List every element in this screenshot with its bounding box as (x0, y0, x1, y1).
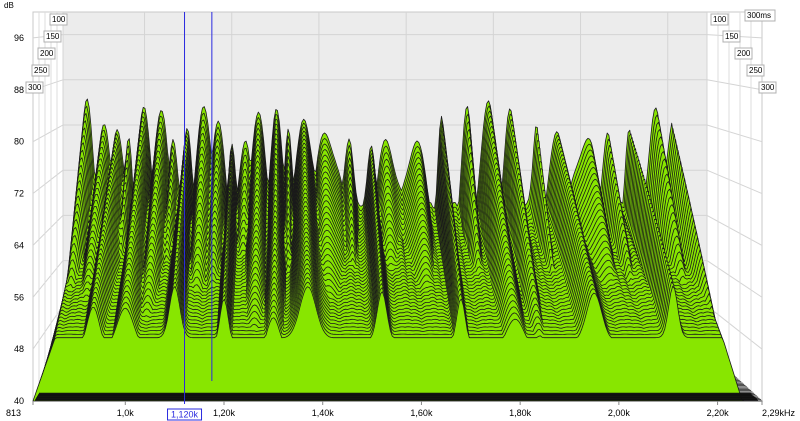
left-gridline (32, 169, 64, 194)
left-gridline (32, 124, 64, 143)
y-tick-label: 64 (14, 240, 24, 250)
y-tick-label: 72 (14, 189, 24, 199)
x-tick-label: 1,20k (213, 408, 236, 418)
right-gridline (706, 305, 763, 350)
time-tick-box (49, 13, 68, 26)
x-axis: 813 1,0k 1,20k 1,40k 1,60k 1,80k 2,00k 2,20k 2,2… (6, 401, 795, 418)
right-gridline (706, 79, 763, 91)
right-gridline (706, 124, 763, 143)
y-tick-label: 56 (14, 292, 24, 302)
cursor-label-box (167, 408, 203, 421)
x-tick-label: 1,60k (410, 408, 433, 418)
time-tick-box (710, 13, 729, 26)
x-tick-label: 1,80k (509, 408, 532, 418)
cursor-label: 1,120k (171, 410, 199, 420)
time-tick-label: 300 (28, 83, 42, 92)
time-tick-box (744, 9, 776, 22)
left-gridline (32, 260, 64, 298)
left-gridline (32, 305, 64, 350)
y-unit-label: dB (4, 1, 14, 10)
time-tick-label: 250 (749, 66, 763, 75)
time-tick-box (31, 64, 50, 77)
time-tick-box (25, 81, 44, 94)
time-tick-label: 250 (34, 66, 48, 75)
time-tick-box (43, 30, 62, 43)
time-tick-box (746, 64, 765, 77)
time-tick-box (758, 81, 777, 94)
y-tick-label: 80 (14, 137, 24, 147)
x-tick-label: 2,00k (608, 408, 631, 418)
right-gridline (706, 214, 763, 246)
time-tick-box (37, 47, 56, 60)
time-tick-label: 200 (40, 49, 54, 58)
right-gridline (706, 260, 763, 298)
y-axis: 40 48 56 64 72 80 88 96 (14, 33, 24, 406)
time-tick-box (722, 30, 741, 43)
y-tick-label: 88 (14, 85, 24, 95)
time-tick-label: 100 (713, 15, 727, 24)
floor-slices (35, 392, 758, 401)
time-tick-box (734, 47, 753, 60)
x-tick-label: 1,40k (312, 408, 335, 418)
time-tick-label: 300ms (747, 11, 771, 20)
x-tick-label: 2,29kHz (762, 408, 796, 418)
time-tick-label: 200 (737, 49, 751, 58)
y-tick-label: 40 (14, 396, 24, 406)
right-gridline (706, 169, 763, 194)
x-tick-label: 1,0k (117, 408, 135, 418)
time-tick-label: 300 (761, 83, 775, 92)
time-tick-label: 100 (52, 15, 66, 24)
waterfall-slices (32, 98, 763, 402)
left-gridline (32, 215, 64, 246)
y-tick-label: 48 (14, 344, 24, 354)
waterfall-slice (32, 285, 763, 402)
x-tick-label: 2,20k (707, 408, 730, 418)
time-axis-right: 300ms 100 150 200 250 300 (710, 9, 777, 94)
frequency-cursor[interactable]: 1,120k (167, 12, 213, 421)
time-axis-left: 100 150 200 250 300 (25, 13, 68, 94)
time-tick-label: 150 (725, 32, 739, 41)
time-tick-label: 150 (46, 32, 60, 41)
y-tick-label: 96 (14, 33, 24, 43)
x-tick-label: 813 (6, 408, 21, 418)
